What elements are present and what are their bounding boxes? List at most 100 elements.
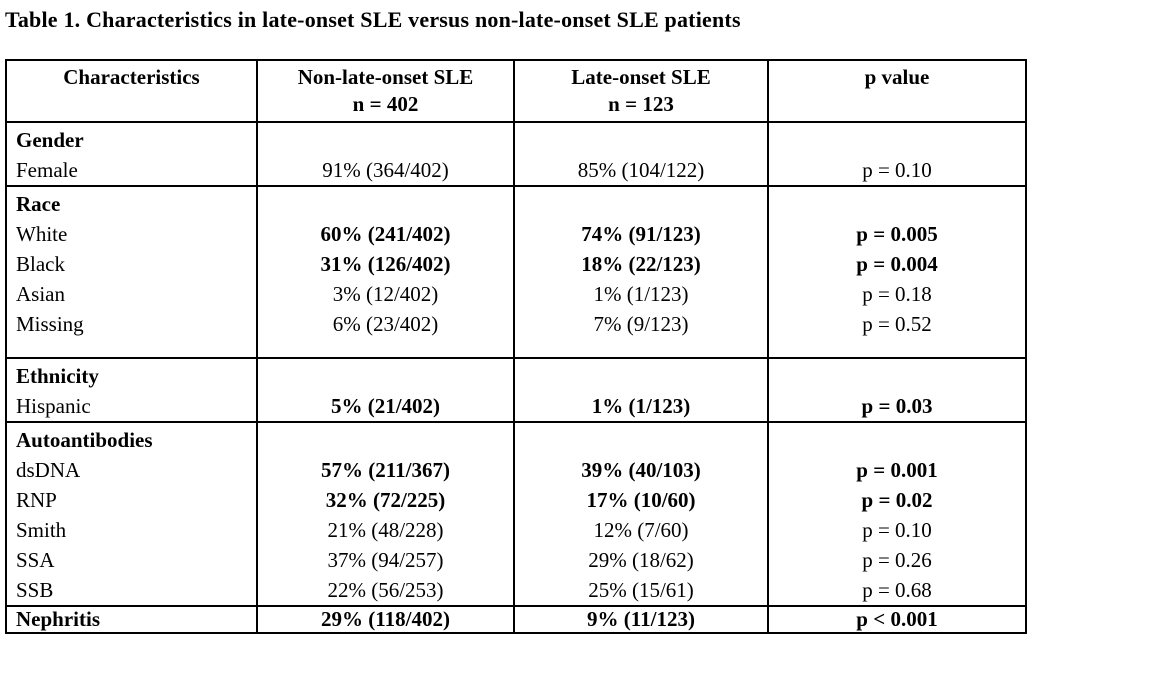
row-label: Female [16, 158, 78, 182]
p-value [769, 361, 1025, 391]
gender-column-1: Gender Female [5, 121, 258, 187]
p-value: p = 0.001 [856, 458, 938, 482]
column-header-line: n = 123 [608, 92, 674, 116]
cell-value: 37% (94/257) [327, 548, 444, 572]
cell-value: 57% (211/367) [321, 458, 450, 482]
row-label: dsDNA [16, 458, 81, 482]
row-label: Asian [16, 282, 65, 306]
cell-value: 22% (56/253) [327, 578, 444, 602]
p-value: p = 0.10 [862, 518, 932, 542]
row-label: Autoantibodies [16, 428, 153, 452]
cell-value [515, 361, 767, 391]
cell-value [258, 125, 513, 155]
gender-column-2: 91% (364/402) [256, 121, 515, 187]
ethnicity-column-4: p = 0.03 [767, 357, 1027, 423]
section-row-gender: Gender Female 91% (364/402) 85% (104/122)… [5, 121, 1027, 187]
cell-value: 31% (126/402) [320, 252, 451, 276]
section-row-nephritis: Nephritis 29% (118/402) 9% (11/123) p < 0.0… [5, 605, 1027, 634]
race-column-2: 60% (241/402) 31% (126/402) 3% (12/402) 6% … [256, 185, 515, 359]
column-header-line: Characteristics [63, 65, 200, 89]
cell-value: 1% (1/123) [591, 394, 691, 418]
column-header-line: Non-late-onset SLE [297, 65, 474, 89]
row-label: Gender [16, 128, 84, 152]
cell-value [515, 425, 767, 455]
cell-value: 21% (48/228) [327, 518, 444, 542]
row-label: Missing [16, 312, 84, 336]
cell-value: 9% (11/123) [587, 607, 695, 631]
cell-value: 6% (23/402) [332, 312, 439, 336]
section-row-ethnicity: Ethnicity Hispanic 5% (21/402) 1% (1/123)… [5, 357, 1027, 423]
column-header-1: Characteristics [5, 59, 258, 123]
autoantibodies-column-1: Autoantibodies dsDNA RNP Smith SSA SSB [5, 421, 258, 607]
section-row-race: Race White Black Asian Missing 60% (241/402)… [5, 185, 1027, 359]
cell-value: 85% (104/122) [577, 158, 705, 182]
row-label: SSB [16, 578, 54, 602]
column-header-line: n = 402 [352, 92, 419, 116]
cell-value [258, 425, 513, 455]
p-value: p = 0.03 [861, 394, 933, 418]
nephritis-column-4: p < 0.001 [767, 605, 1027, 634]
cell-value: 91% (364/402) [322, 158, 449, 182]
cell-value: 18% (22/123) [581, 252, 701, 276]
race-column-3: 74% (91/123) 18% (22/123) 1% (1/123) 7% (9/… [513, 185, 769, 359]
gender-column-3: 85% (104/122) [513, 121, 769, 187]
cell-value: 25% (15/61) [588, 578, 694, 602]
autoantibodies-column-2: 57% (211/367) 32% (72/225) 21% (48/228) 37%… [256, 421, 515, 607]
cell-value: 74% (91/123) [581, 222, 701, 246]
cell-value [515, 125, 767, 155]
nephritis-column-3: 9% (11/123) [513, 605, 769, 634]
row-label: RNP [16, 488, 57, 512]
section-spacer [7, 339, 256, 357]
column-header-line: p value [864, 65, 930, 89]
row-label: Nephritis [16, 607, 100, 631]
cell-value: 7% (9/123) [593, 312, 689, 336]
section-spacer [769, 339, 1025, 357]
row-label: Race [16, 192, 61, 216]
race-column-1: Race White Black Asian Missing [5, 185, 258, 359]
p-value [769, 189, 1025, 219]
cell-value [258, 361, 513, 391]
column-header-line: Late-onset SLE [571, 65, 711, 89]
nephritis-column-2: 29% (118/402) [256, 605, 515, 634]
autoantibodies-column-4: p = 0.001 p = 0.02 p = 0.10 p = 0.26 p = 0.6… [767, 421, 1027, 607]
column-header-3: Late-onset SLE n = 123 [513, 59, 769, 123]
cell-value: 5% (21/402) [330, 394, 441, 418]
race-column-4: p = 0.005 p = 0.004 p = 0.18 p = 0.52 [767, 185, 1027, 359]
header-row: Characteristics Non-late-onset SLE n = 402… [5, 59, 1027, 123]
cell-value: 29% (118/402) [321, 607, 450, 631]
cell-value [258, 189, 513, 219]
characteristics-table: Characteristics Non-late-onset SLE n = 402… [5, 59, 1027, 634]
row-label: White [16, 222, 68, 246]
ethnicity-column-3: 1% (1/123) [513, 357, 769, 423]
gender-column-4: p = 0.10 [767, 121, 1027, 187]
p-value [769, 125, 1025, 155]
row-label: Black [16, 252, 65, 276]
cell-value: 60% (241/402) [320, 222, 451, 246]
row-label: Ethnicity [16, 364, 99, 388]
row-label: Smith [16, 518, 67, 542]
autoantibodies-column-3: 39% (40/103) 17% (10/60) 12% (7/60) 29% (18… [513, 421, 769, 607]
p-value: p = 0.02 [861, 488, 933, 512]
nephritis-column-1: Nephritis [5, 605, 258, 634]
cell-value [515, 189, 767, 219]
table-caption: Table 1. Characteristics in late-onset S… [5, 7, 741, 32]
section-spacer [258, 339, 513, 357]
section-row-autoantibodies: Autoantibodies dsDNA RNP Smith SSA SSB 57% (2… [5, 421, 1027, 607]
table-header: Characteristics Non-late-onset SLE n = 402… [5, 59, 1027, 123]
p-value [769, 425, 1025, 455]
column-header-4: p value [767, 59, 1027, 123]
cell-value: 17% (10/60) [586, 488, 696, 512]
section-spacer [515, 339, 767, 357]
table-body: Gender Female 91% (364/402) 85% (104/122)… [5, 121, 1027, 634]
cell-value: 1% (1/123) [593, 282, 689, 306]
column-header-2: Non-late-onset SLE n = 402 [256, 59, 515, 123]
cell-value: 12% (7/60) [593, 518, 689, 542]
row-label: SSA [16, 548, 55, 572]
p-value: p = 0.26 [862, 548, 932, 572]
p-value: p < 0.001 [856, 607, 938, 631]
cell-value: 39% (40/103) [581, 458, 701, 482]
p-value: p = 0.68 [862, 578, 932, 602]
ethnicity-column-1: Ethnicity Hispanic [5, 357, 258, 423]
p-value: p = 0.005 [856, 222, 938, 246]
